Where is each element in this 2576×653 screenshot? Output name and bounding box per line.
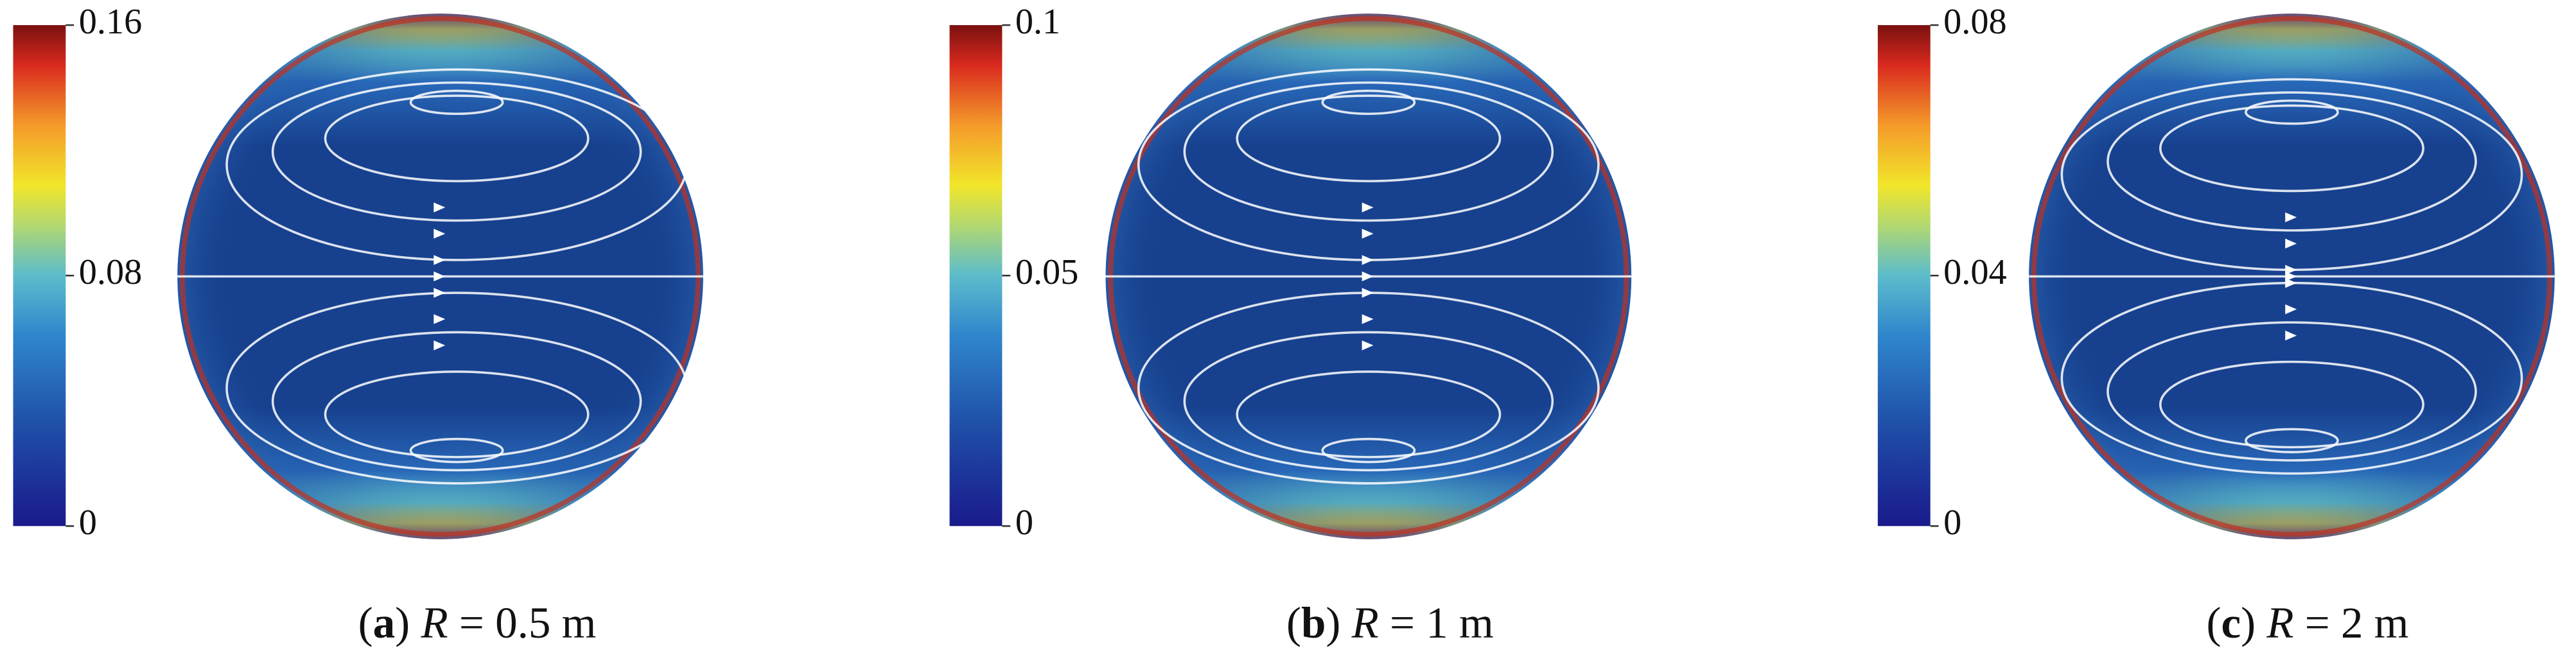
- arrow: [2285, 238, 2297, 248]
- streamline: [324, 370, 590, 458]
- streamline: [409, 89, 504, 116]
- streamline: [225, 292, 688, 485]
- streamlines: [1105, 68, 1632, 485]
- caption-run: c: [2221, 598, 2241, 647]
- arrow: [1362, 288, 1374, 298]
- caption-run: = 0.5 m: [448, 598, 597, 647]
- streamline: [2107, 321, 2477, 462]
- arrow: [1362, 271, 1374, 282]
- streamline: [1236, 370, 1502, 458]
- arrow: [1362, 340, 1374, 351]
- streamline: [2159, 104, 2424, 193]
- arrow: [2285, 271, 2297, 282]
- tick-label: 0.08: [79, 252, 142, 292]
- arrow: [2285, 265, 2297, 275]
- streamlines: [2029, 78, 2555, 475]
- streamline: [409, 437, 504, 464]
- streamline: [271, 81, 642, 222]
- caption-run: = 2 m: [2294, 598, 2409, 647]
- tick-label: 0.08: [1943, 2, 2006, 42]
- streamline: [1321, 89, 1416, 116]
- caption-run: (: [358, 598, 373, 647]
- streamline: [225, 68, 688, 261]
- arrow: [1362, 202, 1374, 213]
- streamline: [1321, 437, 1416, 464]
- arrow: [2285, 278, 2297, 288]
- arrow: [2285, 212, 2297, 223]
- arrow: [2285, 304, 2297, 315]
- caption-run: (: [2206, 598, 2221, 647]
- colorbar: [1877, 25, 1931, 527]
- tick-label: 0: [79, 503, 97, 543]
- tick-label: 0: [1015, 503, 1033, 543]
- arrow: [434, 202, 446, 213]
- caption-run: = 1 m: [1379, 598, 1494, 647]
- caption-run: ): [395, 598, 421, 647]
- arrow: [434, 229, 446, 239]
- streamline: [1183, 81, 1554, 222]
- arrow: [434, 271, 446, 282]
- arrow: [1362, 314, 1374, 324]
- streamline: [2159, 360, 2424, 449]
- streamline: [1183, 331, 1554, 472]
- arrow: [1362, 229, 1374, 239]
- arrow: [434, 288, 446, 298]
- streamlines: [177, 68, 703, 485]
- colorbar: [949, 25, 1003, 527]
- streamline: [271, 331, 642, 472]
- tick-label: 0.1: [1015, 2, 1060, 42]
- tick-label: 0.16: [79, 2, 142, 42]
- caption-run: R: [1351, 598, 1379, 647]
- caption-run: (: [1286, 598, 1301, 647]
- caption-run: ): [1326, 598, 1351, 647]
- arrow: [434, 255, 446, 265]
- caption: (a) R = 0.5 m: [358, 598, 597, 647]
- colorbar: [13, 25, 66, 527]
- tick-label: 0.05: [1015, 252, 1078, 292]
- caption-run: b: [1301, 598, 1326, 647]
- caption-run: ): [2241, 598, 2266, 647]
- arrow: [434, 340, 446, 351]
- caption-run: a: [373, 598, 396, 647]
- arrow: [1362, 255, 1374, 265]
- caption-run: R: [2266, 598, 2293, 647]
- streamline: [2245, 428, 2339, 453]
- streamline: [2107, 91, 2477, 232]
- caption: (b) R = 1 m: [1286, 598, 1494, 647]
- caption: (c) R = 2 m: [2206, 598, 2408, 647]
- streamline: [2245, 99, 2339, 125]
- caption-run: R: [420, 598, 448, 647]
- tick-label: 0.04: [1943, 252, 2006, 292]
- tick-label: 0: [1943, 503, 1961, 543]
- arrow: [2285, 330, 2297, 341]
- arrow: [434, 314, 446, 324]
- streamline: [1236, 94, 1502, 182]
- streamline: [324, 94, 590, 182]
